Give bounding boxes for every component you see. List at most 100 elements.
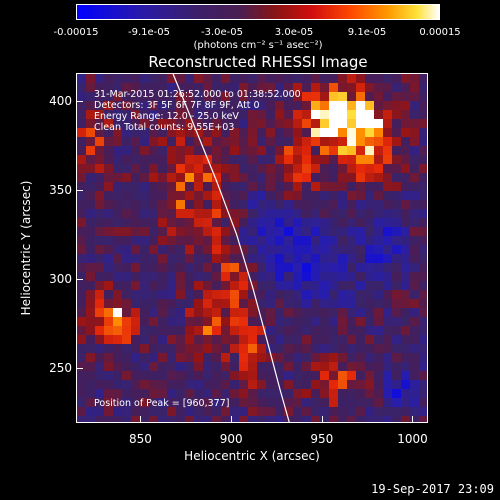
heatmap-cell [329, 200, 339, 210]
heatmap-cell [275, 110, 285, 120]
heatmap-cell [77, 335, 87, 345]
heatmap-cell [284, 119, 294, 129]
heatmap-cell [419, 119, 427, 129]
heatmap-cell [131, 218, 141, 228]
heatmap-cell [365, 191, 375, 201]
heatmap-cell [347, 362, 357, 372]
heatmap-cell [176, 137, 186, 147]
heatmap-cell [185, 137, 195, 147]
heatmap-cell [356, 218, 366, 228]
heatmap-cell [248, 407, 258, 417]
colorbar [76, 4, 440, 20]
heatmap-cell [338, 335, 348, 345]
heatmap-cell [284, 389, 294, 399]
heatmap-cell [383, 281, 393, 291]
heatmap-cell [311, 191, 321, 201]
heatmap-cell [221, 290, 231, 300]
heatmap-cell [221, 128, 231, 138]
heatmap-cell [212, 272, 222, 282]
heatmap-cell [95, 335, 105, 345]
heatmap-cell [419, 182, 427, 192]
heatmap-cell [194, 245, 204, 255]
heatmap-cell [95, 344, 105, 354]
heatmap-cell [176, 380, 186, 390]
heatmap-cell [356, 155, 366, 165]
heatmap-cell [230, 236, 240, 246]
heatmap-cell [392, 317, 402, 327]
heatmap-cell [320, 155, 330, 165]
heatmap-cell [212, 317, 222, 327]
heatmap-cell [239, 74, 249, 84]
heatmap-cell [302, 380, 312, 390]
heatmap-cell [302, 92, 312, 102]
heatmap-cell [302, 245, 312, 255]
heatmap-cell [302, 74, 312, 84]
heatmap-cell [167, 218, 177, 228]
heatmap-cell [212, 389, 222, 399]
heatmap-cell [203, 173, 213, 183]
heatmap-cell [347, 119, 357, 129]
heatmap-cell [95, 254, 105, 264]
heatmap-cell [374, 164, 384, 174]
heatmap-cell [320, 308, 330, 318]
heatmap-cell [140, 317, 150, 327]
heatmap-cell [248, 128, 258, 138]
heatmap-cell [311, 308, 321, 318]
heatmap-cell [113, 227, 123, 237]
heatmap-cell [383, 200, 393, 210]
heatmap-cell [320, 173, 330, 183]
heatmap-cell [392, 74, 402, 84]
heatmap-cell [104, 227, 114, 237]
heatmap-cell [302, 407, 312, 417]
heatmap-cell [302, 110, 312, 120]
heatmap-cell [149, 263, 159, 273]
heatmap-cell [320, 362, 330, 372]
heatmap-cell [257, 191, 267, 201]
heatmap-cell [131, 92, 141, 102]
heatmap-cell [293, 227, 303, 237]
heatmap-cell [221, 236, 231, 246]
heatmap-cell [320, 191, 330, 201]
heatmap-cell [419, 308, 427, 318]
heatmap-cell [266, 281, 276, 291]
heatmap-cell [293, 353, 303, 363]
heatmap-cell [212, 371, 222, 381]
heatmap-cell [419, 344, 427, 354]
heatmap-cell [275, 128, 285, 138]
heatmap-cell [266, 191, 276, 201]
heatmap-cell [194, 110, 204, 120]
heatmap-cell [221, 326, 231, 336]
heatmap-cell [302, 209, 312, 219]
heatmap-cell [311, 353, 321, 363]
heatmap-cell [113, 398, 123, 408]
heatmap-cell [230, 326, 240, 336]
heatmap-cell [275, 407, 285, 417]
heatmap-cell [140, 92, 150, 102]
heatmap-cell [113, 272, 123, 282]
heatmap-cell [347, 173, 357, 183]
heatmap-cell [356, 146, 366, 156]
heatmap-cell [194, 209, 204, 219]
heatmap-cell [302, 371, 312, 381]
heatmap-cell [275, 218, 285, 228]
heatmap-cell [374, 317, 384, 327]
heatmap-cell [203, 416, 213, 422]
heatmap-cell [257, 155, 267, 165]
heatmap-cell [149, 173, 159, 183]
heatmap-cell [329, 326, 339, 336]
heatmap-cell [347, 380, 357, 390]
heatmap-cell [248, 299, 258, 309]
heatmap-cell [392, 263, 402, 273]
heatmap-cell [230, 137, 240, 147]
heatmap-cell [167, 416, 177, 422]
heatmap-cell [365, 272, 375, 282]
heatmap-cell [266, 146, 276, 156]
heatmap-cell [356, 128, 366, 138]
heatmap-cell [356, 299, 366, 309]
heatmap-cell [185, 308, 195, 318]
heatmap-cell [140, 272, 150, 282]
heatmap-cell [194, 119, 204, 129]
heatmap-cell [293, 407, 303, 417]
heatmap-cell [419, 398, 427, 408]
heatmap-cell [302, 281, 312, 291]
